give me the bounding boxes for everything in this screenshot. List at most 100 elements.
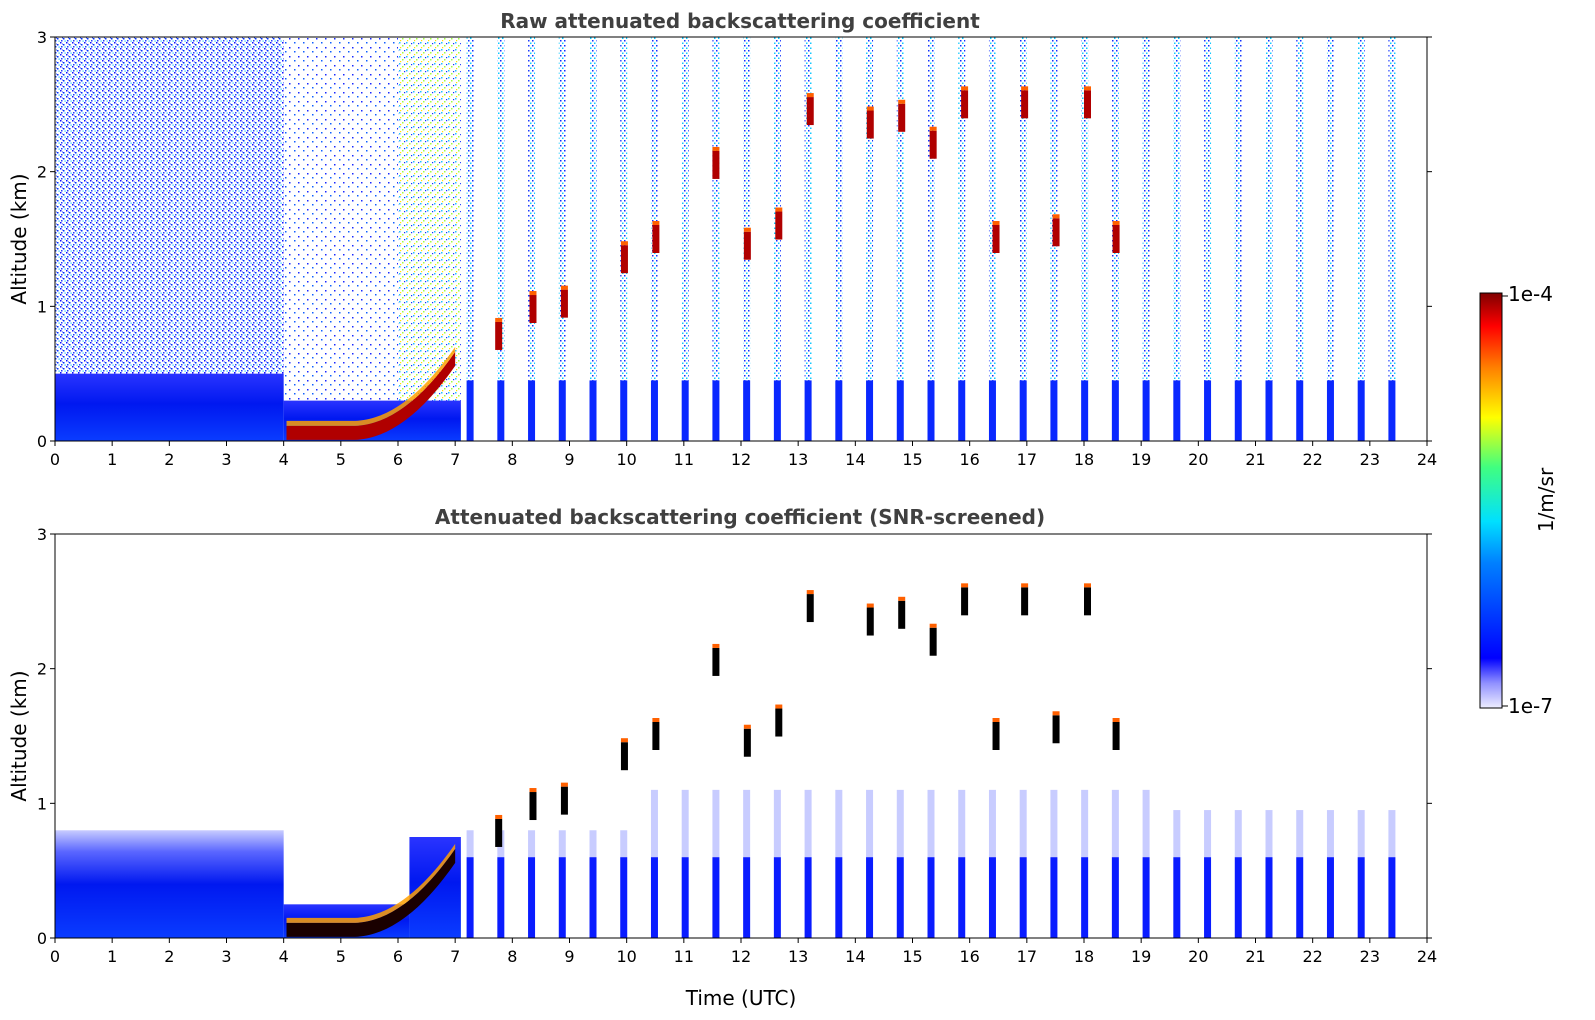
profile-strip-base: [1142, 380, 1150, 441]
cloud-feature: [806, 97, 814, 126]
cloud-feature: [898, 600, 906, 629]
x-tick-label: 18: [1074, 947, 1094, 966]
profile-strip-base: [650, 857, 658, 938]
cloud-feature-edge: [529, 788, 537, 793]
profile-strip: [1173, 37, 1181, 381]
profile-strip-base: [1234, 857, 1242, 938]
boundary-layer: [55, 373, 284, 441]
cloud-feature: [1021, 587, 1029, 616]
cloud-feature-edge: [961, 86, 969, 91]
profile-strip-base: [1081, 857, 1089, 938]
x-axis-label: Time (UTC): [685, 986, 797, 1010]
x-tick-label: 12: [731, 450, 751, 469]
profile-strip-base: [1111, 380, 1119, 441]
cloud-feature: [898, 103, 906, 132]
cloud-feature-edge: [712, 643, 720, 648]
cloud-feature-edge: [495, 317, 503, 322]
x-tick-label: 2: [164, 947, 174, 966]
panel2-heatmap: [55, 583, 1396, 938]
cloud-feature-edge: [961, 583, 969, 588]
x-tick-label: 18: [1074, 450, 1094, 469]
panel1-x-ticks: 0 1 2 3 4 5 6 7 8 9 10 11 12 13 14 15 16 17 18 19 20 21 22 23 24: [50, 441, 1437, 469]
profile-strip: [1142, 37, 1150, 381]
cloud-feature-edge: [992, 221, 1000, 225]
profile-strip-top: [589, 830, 597, 858]
profile-strip-base: [1081, 380, 1089, 441]
cloud-feature: [961, 90, 969, 119]
x-tick-label: 9: [564, 450, 574, 469]
profile-strip-top: [1050, 789, 1058, 858]
boundary-layer: [55, 830, 284, 938]
profile-strip-base: [1265, 380, 1273, 441]
x-tick-label: 16: [959, 450, 979, 469]
profile-strip: [896, 37, 904, 381]
cloud-feature-edge: [866, 603, 874, 608]
profile-strip-top: [866, 789, 874, 858]
x-tick-label: 1: [107, 947, 117, 966]
profile-strip-base: [835, 857, 843, 938]
profile-strip-top: [620, 830, 628, 858]
cloud-feature: [712, 647, 720, 676]
profile-strip-base: [743, 857, 751, 938]
profile-strip: [497, 37, 505, 381]
profile-strip-base: [620, 380, 628, 441]
profile-strip-base: [958, 857, 966, 938]
x-tick-label: 23: [1360, 947, 1380, 966]
cloud-feature-edge: [652, 718, 660, 722]
x-tick-label: 4: [279, 947, 289, 966]
profile-strip-top: [988, 789, 996, 858]
cloud-feature-edge: [1084, 86, 1091, 91]
profile-strip-base: [1142, 857, 1150, 938]
y-tick-label: 3: [37, 28, 47, 47]
x-tick-label: 17: [1017, 450, 1037, 469]
profile-strip-base: [896, 380, 904, 441]
x-tick-label: 22: [1302, 947, 1322, 966]
profile-strip-base: [1234, 380, 1242, 441]
profile-strip-base: [1326, 380, 1334, 441]
x-tick-label: 1: [107, 450, 117, 469]
profile-strip-top: [1142, 789, 1150, 858]
cloud-feature: [620, 742, 628, 771]
cloud-feature-edge: [495, 814, 503, 819]
profile-strip-base: [988, 857, 996, 938]
profile-strip: [620, 37, 628, 381]
panel1-title: Raw attenuated backscattering coefficien…: [500, 9, 980, 33]
cloud-feature: [929, 130, 937, 159]
cloud-feature-edge: [620, 738, 628, 743]
profile-strip-top: [650, 789, 658, 858]
profile-strip-top: [1265, 810, 1273, 858]
y-tick-label: 1: [37, 794, 47, 813]
cloud-feature-edge: [866, 106, 874, 111]
profile-strip-top: [1234, 810, 1242, 858]
cloud-feature: [529, 295, 537, 324]
profile-strip-top: [1326, 810, 1334, 858]
profile-strip-base: [712, 380, 720, 441]
profile-strip-base: [866, 857, 874, 938]
profile-strip-top: [927, 789, 935, 858]
noise-region: [55, 37, 284, 374]
profile-strip: [1050, 37, 1058, 381]
profile-strip-top: [1019, 789, 1027, 858]
x-tick-label: 5: [336, 450, 346, 469]
x-tick-label: 13: [788, 450, 808, 469]
cloud-feature: [529, 792, 537, 821]
x-tick-label: 24: [1417, 947, 1437, 966]
profile-strip: [558, 37, 566, 381]
profile-strip-base: [681, 380, 689, 441]
x-tick-label: 24: [1417, 450, 1437, 469]
cloud-feature: [560, 786, 568, 815]
cloud-feature-edge: [1112, 718, 1120, 722]
profile-strip-top: [1388, 810, 1396, 858]
profile-strip-top: [804, 789, 812, 858]
profile-strip: [1326, 37, 1334, 381]
profile-strip-base: [1173, 380, 1181, 441]
x-tick-label: 9: [564, 947, 574, 966]
cloud-feature: [495, 321, 503, 350]
profile-strip-base: [589, 380, 597, 441]
profile-strip-top: [1204, 810, 1212, 858]
y-tick-label: 3: [37, 525, 47, 544]
x-tick-label: 5: [336, 947, 346, 966]
cloud-feature-edge: [929, 623, 937, 628]
profile-strip: [958, 37, 966, 381]
profile-strip: [466, 37, 474, 381]
